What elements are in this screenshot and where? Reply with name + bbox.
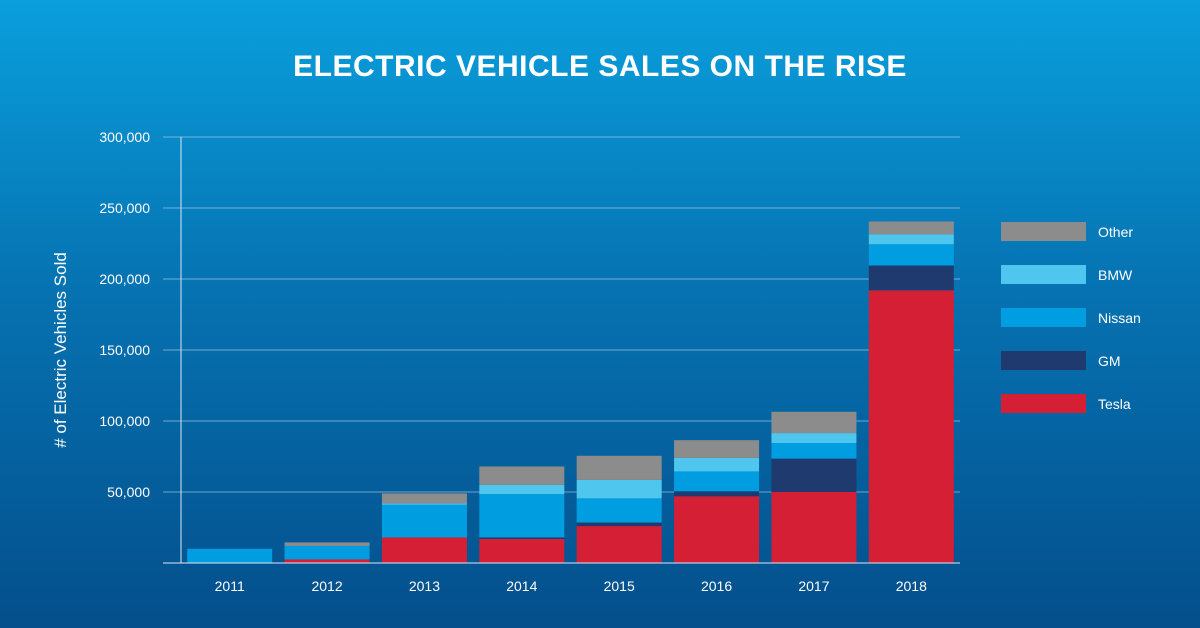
bar-other-2014 <box>479 466 565 485</box>
x-tick-label: 2011 <box>215 578 245 594</box>
legend-swatch-nissan <box>1001 308 1086 327</box>
y-tick-label: 300,000 <box>99 129 150 145</box>
y-axis-label: # of Electric Vehicles Sold <box>51 252 70 448</box>
bar-tesla-2014 <box>479 538 565 563</box>
bar-bmw-2015 <box>576 479 662 499</box>
x-tick-label: 2016 <box>701 578 732 594</box>
y-tick-label: 250,000 <box>99 200 150 216</box>
bar-nissan-2013 <box>381 504 467 538</box>
bar-tesla-2013 <box>381 537 467 563</box>
legend-label-other: Other <box>1098 224 1133 240</box>
bar-bmw-2016 <box>674 457 760 472</box>
x-tick-label: 2017 <box>798 578 829 594</box>
legend-label-gm: GM <box>1098 353 1121 369</box>
legend-swatch-gm <box>1001 351 1086 370</box>
legend-label-tesla: Tesla <box>1098 396 1131 412</box>
y-tick-label: 200,000 <box>99 271 150 287</box>
axis-layer: 50,000 100,000 150,000 200,000 250,000 300,00… <box>99 129 960 594</box>
bar-nissan-2011 <box>187 548 273 563</box>
bar-other-2018 <box>868 221 954 235</box>
bar-other-2013 <box>381 493 467 504</box>
x-tick-label: 2014 <box>506 578 537 594</box>
y-tick-label: 100,000 <box>99 413 150 429</box>
bar-bmw-2017 <box>771 433 857 444</box>
bar-tesla-2015 <box>576 526 662 563</box>
bar-bmw-2018 <box>868 234 954 245</box>
y-tick-label: 50,000 <box>107 484 150 500</box>
bars-layer <box>187 221 954 563</box>
bar-gm-2018 <box>868 265 954 291</box>
bar-nissan-2016 <box>674 471 760 492</box>
chart-title: ELECTRIC VEHICLE SALES ON THE RISE <box>293 50 907 83</box>
grid-layer <box>163 136 960 493</box>
bar-gm-2016 <box>674 491 760 497</box>
bar-tesla-2017 <box>771 492 857 563</box>
legend-swatch-tesla <box>1001 394 1086 413</box>
bar-tesla-2018 <box>868 290 954 563</box>
legend-swatch-bmw <box>1001 265 1086 284</box>
bar-other-2016 <box>674 440 760 458</box>
bar-tesla-2012 <box>284 559 370 563</box>
bar-nissan-2015 <box>576 498 662 523</box>
bar-gm-2017 <box>771 458 857 492</box>
legend-swatch-other <box>1001 222 1086 241</box>
bar-nissan-2012 <box>284 545 370 560</box>
bar-nissan-2017 <box>771 443 857 459</box>
legend-label-nissan: Nissan <box>1098 310 1141 326</box>
x-tick-label: 2015 <box>604 578 635 594</box>
bar-other-2012 <box>284 542 370 546</box>
bar-bmw-2014 <box>479 484 565 495</box>
bar-gm-2015 <box>576 522 662 527</box>
bar-other-2015 <box>576 455 662 480</box>
bar-gm-2014 <box>479 537 565 539</box>
bar-nissan-2018 <box>868 244 954 266</box>
legend-label-bmw: BMW <box>1098 267 1133 283</box>
bar-tesla-2016 <box>674 496 760 563</box>
y-tick-label: 150,000 <box>99 342 150 358</box>
bar-other-2017 <box>771 411 857 434</box>
bar-bmw-2013 <box>381 503 467 505</box>
legend-layer: Other BMW Nissan GM Tesla <box>1001 222 1141 413</box>
x-tick-label: 2018 <box>896 578 927 594</box>
bar-nissan-2014 <box>479 494 565 538</box>
x-tick-label: 2013 <box>409 578 440 594</box>
x-tick-label: 2012 <box>311 578 342 594</box>
